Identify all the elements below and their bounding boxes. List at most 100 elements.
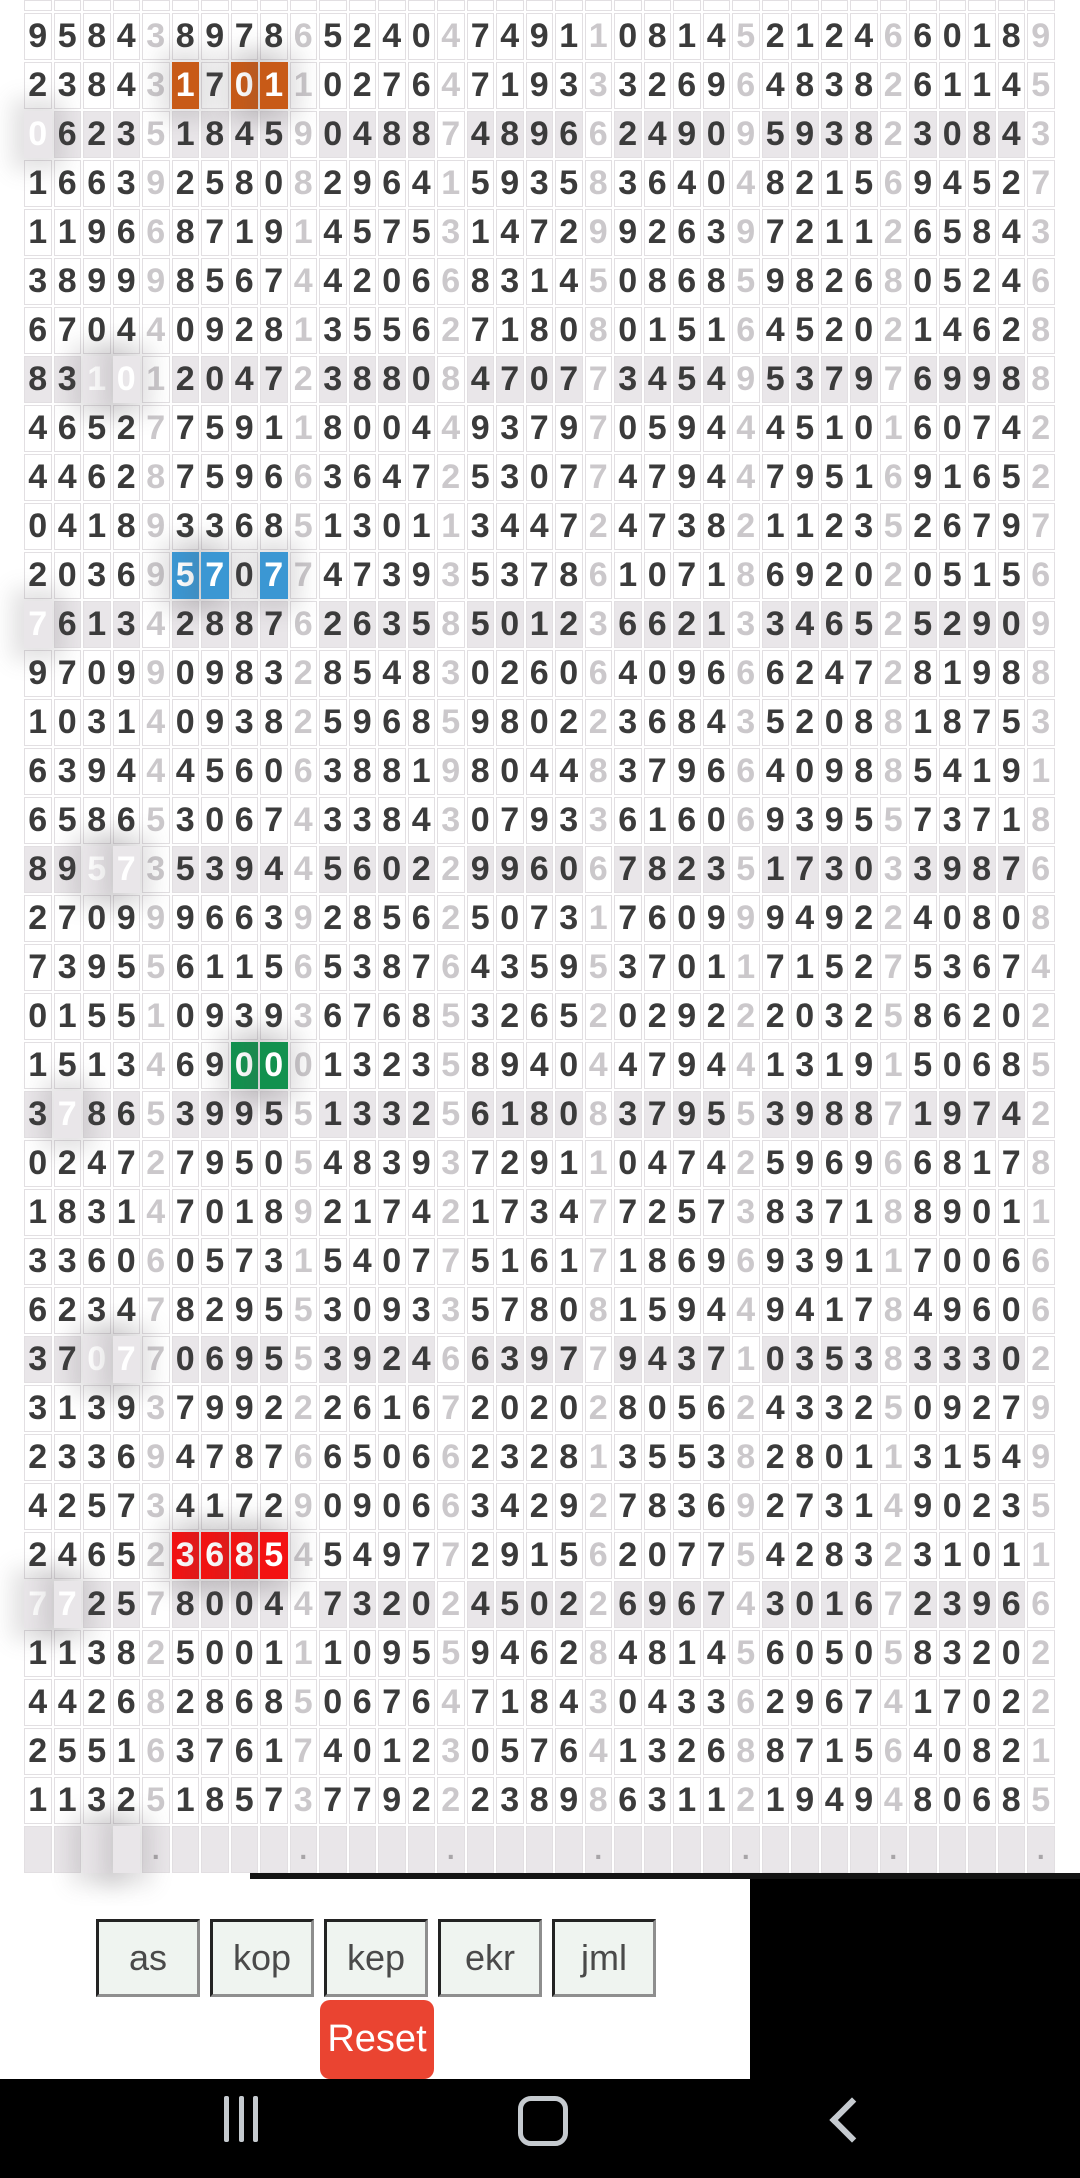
- grid-cell[interactable]: 9: [230, 1287, 258, 1334]
- grid-cell[interactable]: 9: [407, 552, 435, 599]
- grid-cell[interactable]: 7: [53, 1336, 81, 1383]
- grid-cell[interactable]: 9: [791, 454, 819, 501]
- grid-cell[interactable]: 7: [466, 1679, 494, 1726]
- grid-cell[interactable]: 7: [643, 944, 671, 991]
- grid-cell[interactable]: 1: [761, 1042, 789, 1089]
- grid-cell[interactable]: 1: [319, 1630, 347, 1677]
- grid-cell[interactable]: [230, 0, 258, 11]
- grid-cell[interactable]: 2: [850, 895, 878, 942]
- grid-cell[interactable]: 4: [997, 258, 1025, 305]
- grid-cell[interactable]: 6: [614, 1777, 642, 1824]
- grid-cell[interactable]: 8: [171, 1581, 199, 1628]
- grid-cell[interactable]: 0: [614, 1679, 642, 1726]
- grid-cell[interactable]: 1: [142, 993, 170, 1040]
- grid-cell[interactable]: 9: [702, 1238, 730, 1285]
- grid-cell[interactable]: 5: [879, 1630, 907, 1677]
- grid-cell[interactable]: 4: [319, 1140, 347, 1187]
- grid-cell[interactable]: 7: [584, 1189, 612, 1236]
- grid-cell[interactable]: 0: [496, 748, 524, 795]
- grid-cell[interactable]: 6: [53, 405, 81, 452]
- grid-cell[interactable]: 4: [1027, 944, 1055, 991]
- grid-cell[interactable]: 1: [525, 601, 553, 648]
- grid-cell[interactable]: 7: [407, 944, 435, 991]
- grid-cell[interactable]: 1: [525, 1532, 553, 1579]
- grid-cell[interactable]: 3: [643, 1728, 671, 1775]
- grid-cell[interactable]: 7: [171, 405, 199, 452]
- grid-cell[interactable]: 9: [201, 1091, 229, 1138]
- grid-cell[interactable]: 9: [820, 1238, 848, 1285]
- grid-cell[interactable]: 0: [112, 356, 140, 403]
- grid-cell[interactable]: 2: [171, 356, 199, 403]
- grid-cell[interactable]: 8: [791, 1434, 819, 1481]
- grid-cell[interactable]: 8: [584, 1630, 612, 1677]
- grid-cell[interactable]: 8: [260, 1679, 288, 1726]
- grid-cell[interactable]: 5: [732, 1532, 760, 1579]
- grid-cell[interactable]: 3: [584, 797, 612, 844]
- grid-cell[interactable]: 1: [614, 1728, 642, 1775]
- grid-cell[interactable]: [319, 0, 347, 11]
- grid-cell[interactable]: 3: [53, 62, 81, 109]
- grid-cell[interactable]: 7: [24, 601, 52, 648]
- grid-cell[interactable]: 7: [378, 1679, 406, 1726]
- grid-cell[interactable]: 5: [997, 699, 1025, 746]
- grid-cell[interactable]: 4: [437, 405, 465, 452]
- grid-cell[interactable]: 4: [997, 62, 1025, 109]
- grid-cell[interactable]: 8: [879, 1189, 907, 1236]
- grid-cell[interactable]: 5: [348, 650, 376, 697]
- grid-cell[interactable]: 2: [791, 1532, 819, 1579]
- grid-cell[interactable]: 6: [171, 944, 199, 991]
- grid-cell[interactable]: 5: [53, 1728, 81, 1775]
- grid-cell[interactable]: 7: [673, 1140, 701, 1187]
- grid-cell[interactable]: 9: [673, 650, 701, 697]
- grid-cell[interactable]: 3: [260, 895, 288, 942]
- grid-cell[interactable]: 2: [732, 1140, 760, 1187]
- grid-cell[interactable]: 8: [997, 356, 1025, 403]
- grid-cell[interactable]: 7: [171, 1140, 199, 1187]
- grid-cell[interactable]: 6: [348, 454, 376, 501]
- grid-cell[interactable]: 3: [732, 1189, 760, 1236]
- grid-cell[interactable]: 2: [319, 895, 347, 942]
- grid-cell[interactable]: 6: [230, 895, 258, 942]
- grid-cell[interactable]: 4: [437, 62, 465, 109]
- grid-cell[interactable]: 4: [702, 1042, 730, 1089]
- grid-cell[interactable]: 9: [938, 356, 966, 403]
- grid-cell[interactable]: 4: [761, 748, 789, 795]
- grid-cell[interactable]: 1: [938, 650, 966, 697]
- grid-cell[interactable]: 9: [968, 356, 996, 403]
- grid-cell[interactable]: 6: [466, 1336, 494, 1383]
- grid-cell[interactable]: 9: [230, 454, 258, 501]
- grid-cell[interactable]: 2: [673, 846, 701, 893]
- grid-cell[interactable]: [24, 1826, 52, 1873]
- grid-cell[interactable]: 0: [968, 1238, 996, 1285]
- grid-cell[interactable]: 6: [1027, 1581, 1055, 1628]
- grid-cell[interactable]: 1: [496, 1091, 524, 1138]
- grid-cell[interactable]: 6: [230, 1679, 258, 1726]
- grid-cell[interactable]: 2: [555, 209, 583, 256]
- grid-cell[interactable]: 9: [289, 1483, 317, 1530]
- grid-cell[interactable]: 4: [112, 13, 140, 60]
- grid-cell[interactable]: 1: [260, 1630, 288, 1677]
- grid-cell[interactable]: 9: [732, 356, 760, 403]
- grid-cell[interactable]: 9: [201, 699, 229, 746]
- grid-cell[interactable]: 5: [938, 258, 966, 305]
- grid-cell[interactable]: 2: [791, 209, 819, 256]
- grid-cell[interactable]: 8: [378, 748, 406, 795]
- grid-cell[interactable]: 9: [1027, 1434, 1055, 1481]
- grid-cell[interactable]: 4: [348, 111, 376, 158]
- grid-cell[interactable]: 7: [407, 1238, 435, 1285]
- grid-cell[interactable]: [496, 0, 524, 11]
- grid-cell[interactable]: 4: [879, 1679, 907, 1726]
- grid-cell[interactable]: 2: [879, 601, 907, 648]
- grid-cell[interactable]: 6: [732, 1238, 760, 1285]
- grid-cell[interactable]: 0: [24, 111, 52, 158]
- grid-cell[interactable]: 0: [171, 307, 199, 354]
- grid-cell[interactable]: 0: [378, 1434, 406, 1481]
- grid-cell[interactable]: 5: [112, 944, 140, 991]
- grid-cell[interactable]: 2: [879, 209, 907, 256]
- grid-cell[interactable]: 3: [673, 503, 701, 550]
- grid-cell[interactable]: 5: [319, 13, 347, 60]
- grid-cell[interactable]: 0: [997, 601, 1025, 648]
- grid-cell[interactable]: 8: [83, 797, 111, 844]
- grid-cell[interactable]: 2: [260, 1385, 288, 1432]
- grid-cell[interactable]: 3: [319, 1336, 347, 1383]
